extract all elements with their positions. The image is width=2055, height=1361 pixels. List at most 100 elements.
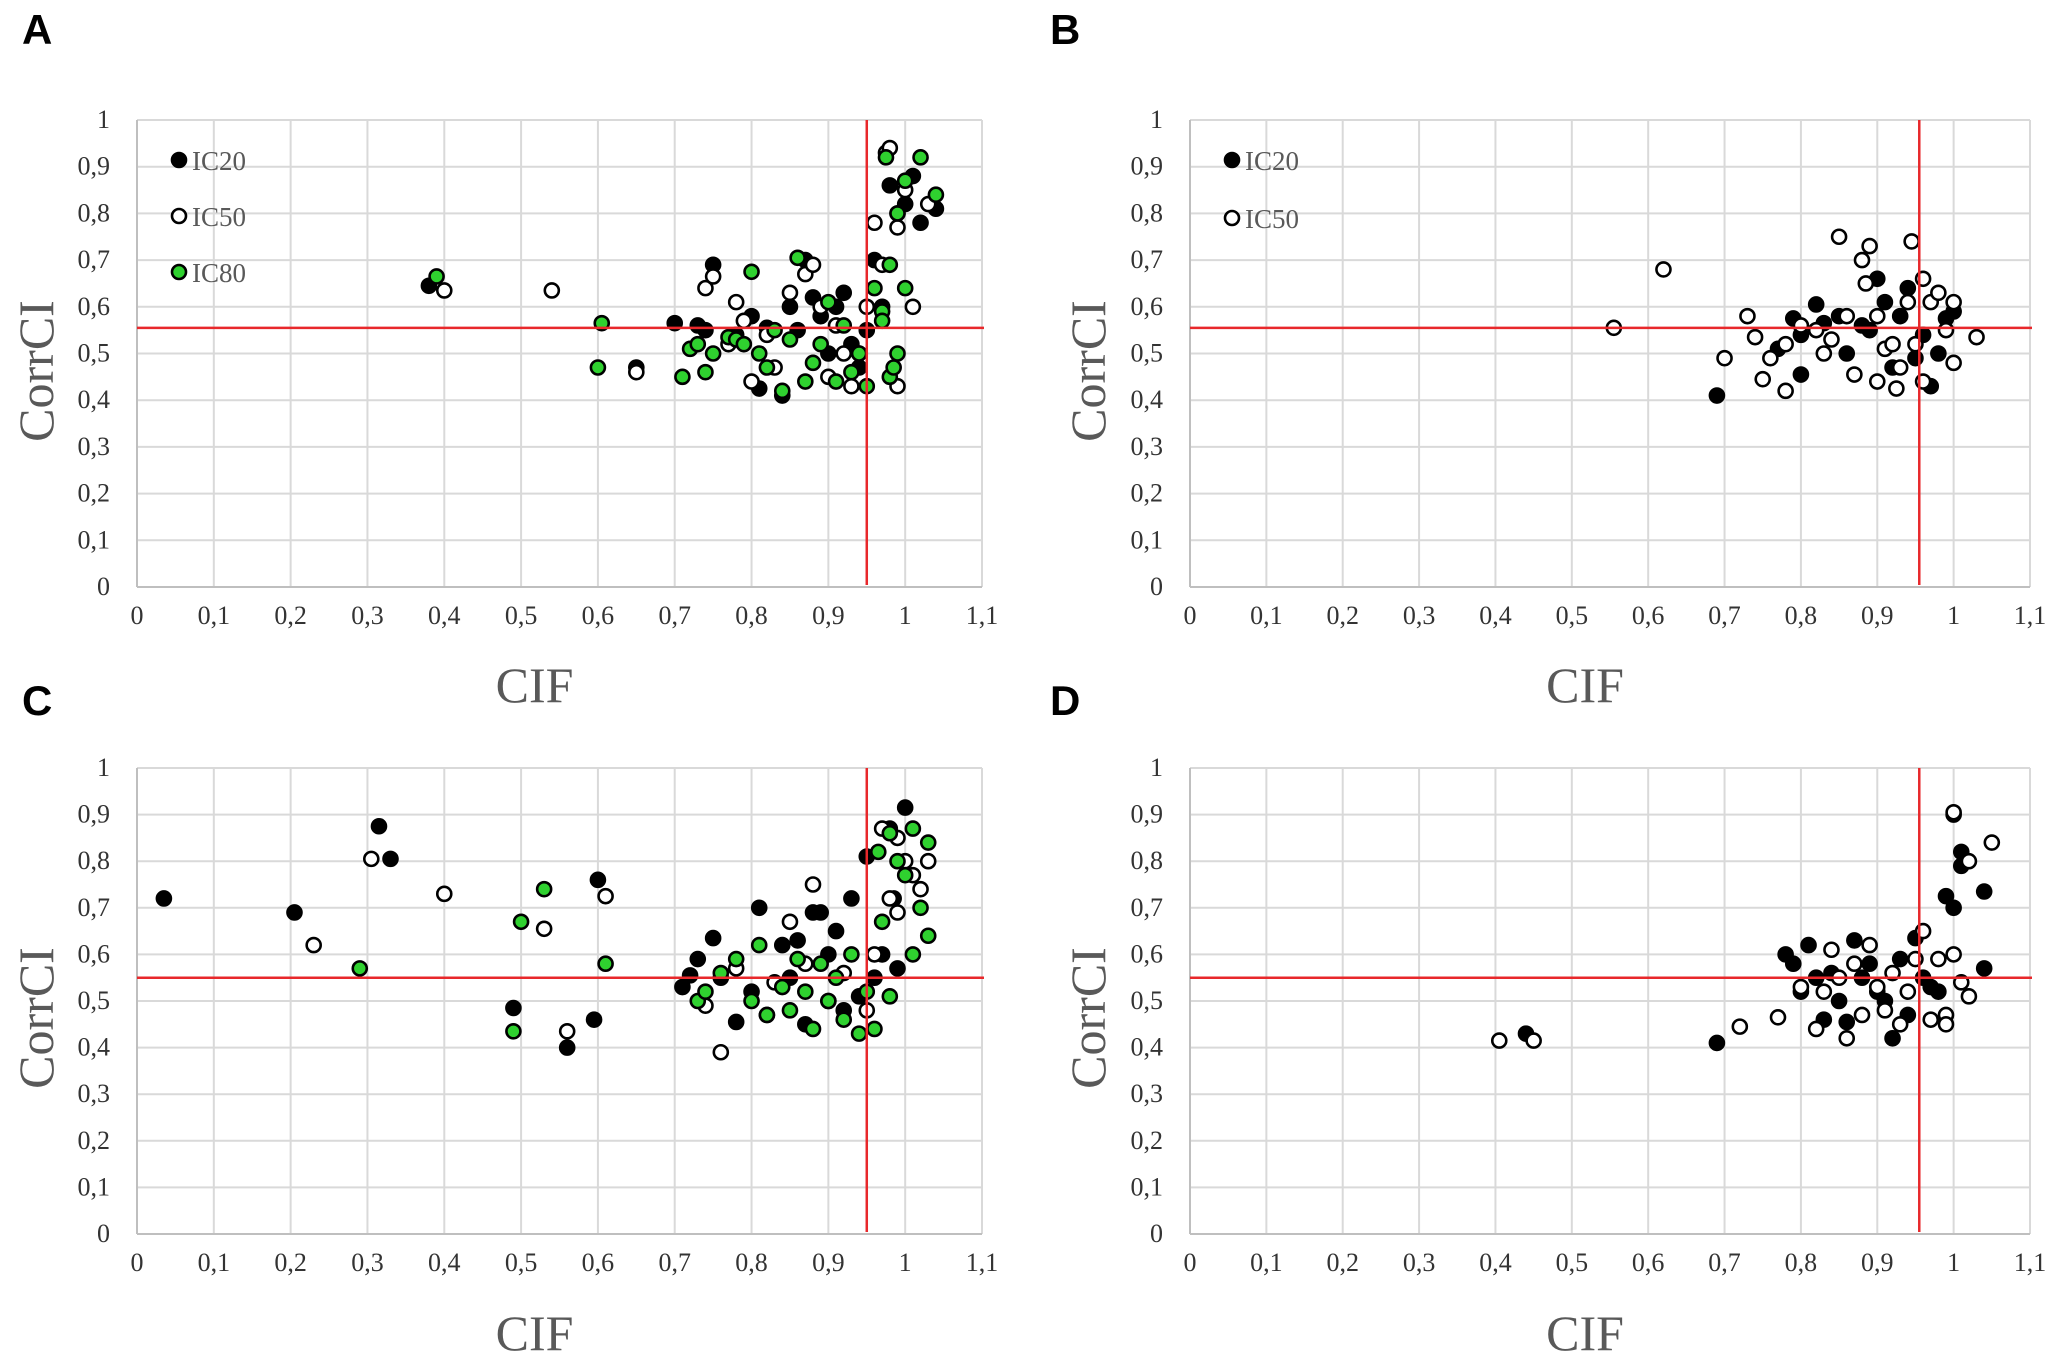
data-point-ic50 (1853, 1006, 1871, 1024)
y-tick-label: 0,3 (1131, 1079, 1164, 1108)
data-point-ic20 (1945, 899, 1962, 917)
legend: IC20 IC50 (1223, 146, 1299, 234)
data-point-ic50 (305, 936, 322, 954)
y-axis-title: CorrCI (8, 947, 64, 1089)
data-point-ic80 (850, 1025, 868, 1042)
data-point-ic80 (896, 279, 914, 297)
data-point-ic80 (758, 1006, 776, 1024)
data-point-ic80 (912, 149, 929, 166)
data-point-ic80 (804, 1020, 822, 1038)
data-point-ic20 (1884, 1029, 1901, 1047)
data-point-ic50 (1868, 373, 1886, 390)
legend-label-ic80: IC80 (192, 258, 246, 288)
data-point-ic50 (735, 312, 753, 330)
y-tick-label: 0,4 (78, 385, 111, 414)
data-point-ic20 (889, 960, 906, 977)
y-tick-label: 0,2 (1131, 1126, 1164, 1155)
data-point-ic50 (1884, 335, 1901, 353)
x-tick-label: 0,9 (812, 1248, 845, 1277)
data-point-ic20 (1861, 321, 1878, 339)
data-point-ic20 (589, 871, 607, 889)
x-tick-label: 0,1 (198, 1248, 231, 1277)
data-point-ic80 (597, 955, 614, 973)
data-point-ic50 (1823, 331, 1840, 348)
y-tick-label: 0,7 (1131, 245, 1164, 274)
data-point-ic80 (773, 978, 791, 996)
data-point-ic50 (1490, 1032, 1508, 1049)
x-tick-label: 0 (1184, 601, 1197, 630)
x-tick-label: 0,8 (1785, 1248, 1818, 1277)
data-point-ic50 (1922, 1011, 1940, 1028)
data-point-ic20 (370, 817, 388, 835)
panel-letter-a: A (22, 6, 52, 53)
data-point-ic50 (1807, 321, 1825, 339)
legend-marker-ic50 (1223, 209, 1241, 227)
data-point-ic50 (1899, 983, 1917, 1000)
x-tick-label: 0,3 (351, 1248, 384, 1277)
data-point-ic80 (881, 988, 899, 1005)
data-point-ic80 (697, 363, 714, 381)
data-point-ic20 (286, 904, 303, 921)
data-point-ic50 (1815, 983, 1833, 1000)
data-point-ic50 (1853, 251, 1871, 269)
x-tick-label: 0,8 (735, 1248, 768, 1277)
series-ic50 (305, 820, 937, 1061)
data-point-ic20 (1708, 1034, 1726, 1052)
data-point-ic80 (505, 1022, 522, 1040)
data-point-ic20 (1975, 960, 1993, 977)
data-point-ic50 (1846, 366, 1863, 383)
data-point-ic80 (750, 936, 768, 954)
data-point-ic50 (1525, 1032, 1542, 1049)
data-point-ic80 (881, 824, 899, 842)
data-point-ic80 (820, 293, 837, 311)
x-tick-label: 0 (131, 601, 144, 630)
data-point-ic20 (697, 321, 714, 339)
x-tick-label: 0,4 (428, 601, 461, 630)
y-tick-label: 0,1 (1131, 1172, 1164, 1201)
x-tick-label: 0,5 (1556, 601, 1589, 630)
data-point-ic20 (1838, 345, 1856, 362)
data-point-ic50 (704, 268, 722, 285)
data-point-ic50 (1930, 950, 1947, 968)
y-tick-label: 0,4 (1131, 385, 1164, 414)
x-tick-label: 1,1 (966, 601, 999, 630)
data-point-ic80 (912, 899, 929, 917)
panel-c: C 0 0,1 0,2 0,3 0,4 0,5 0,6 0,7 0,8 0,9 1 1,1 0 0,1 0,2… (8, 677, 998, 1361)
data-point-ic80 (812, 955, 829, 973)
data-point-ic80 (589, 359, 607, 376)
data-point-ic50 (1830, 228, 1848, 246)
y-tick-label: 0,8 (78, 846, 111, 875)
x-tick-label: 0,6 (1632, 1248, 1665, 1277)
data-point-ic20 (704, 929, 722, 947)
data-point-ic80 (674, 368, 691, 386)
y-tick-label: 0,8 (1131, 198, 1164, 227)
x-tick-label: 1 (899, 1248, 912, 1277)
x-tick-label: 0,3 (1403, 601, 1436, 630)
y-tick-label: 0,2 (1131, 479, 1164, 508)
data-point-ic50 (1945, 354, 1962, 372)
data-point-ic50 (597, 887, 614, 905)
data-point-ic50 (866, 214, 883, 232)
y-tick-label: 0,6 (1131, 292, 1164, 321)
data-point-ic80 (835, 1011, 853, 1028)
x-tick-label: 0 (1184, 1248, 1197, 1277)
panel-letter-b: B (1050, 6, 1080, 53)
data-point-ic20 (789, 932, 806, 949)
data-point-ic80 (873, 913, 891, 931)
data-point-ic80 (535, 880, 553, 898)
data-point-ic50 (919, 852, 937, 870)
data-point-ic50 (697, 279, 714, 297)
data-point-ic20 (1876, 293, 1894, 311)
data-point-ic80 (881, 256, 899, 274)
data-point-ic80 (351, 960, 369, 977)
data-point-ic50 (435, 282, 453, 299)
data-point-ic50 (1891, 1016, 1909, 1033)
series-ic80 (351, 820, 937, 1042)
data-point-ic50 (1861, 237, 1878, 255)
y-tick-label: 0,9 (78, 152, 111, 181)
data-point-ic80 (735, 335, 753, 353)
data-point-ic20 (681, 967, 699, 984)
y-tick-label: 0,5 (1131, 986, 1164, 1015)
data-point-ic50 (1762, 349, 1779, 367)
data-point-ic20 (1930, 345, 1947, 362)
